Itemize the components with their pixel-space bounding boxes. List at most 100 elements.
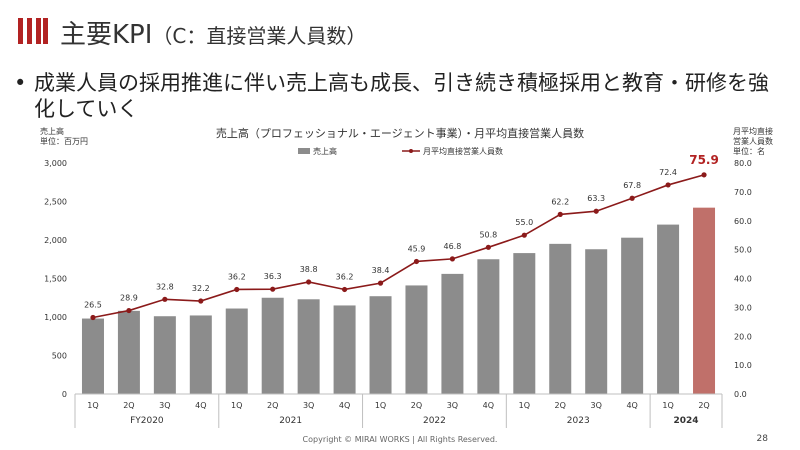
revenue-bar	[657, 224, 680, 394]
headcount-data-label: 75.9	[689, 153, 719, 167]
revenue-bar	[117, 310, 140, 394]
headcount-data-label: 45.9	[408, 244, 426, 253]
x-axis-category-label: 2Q	[698, 401, 709, 410]
headcount-point	[413, 258, 420, 265]
left-axis-tick-label: 1,000	[44, 313, 67, 322]
left-axis-tick-label: 2,500	[44, 198, 67, 207]
revenue-bar	[153, 316, 176, 394]
headcount-data-label: 50.8	[479, 230, 497, 239]
headcount-data-label: 55.0	[515, 218, 533, 227]
headcount-point	[162, 296, 168, 302]
headcount-data-label: 72.4	[659, 168, 677, 177]
left-axis-tick-label: 3,000	[44, 159, 67, 168]
company-logo-icon	[18, 18, 48, 44]
revenue-bar	[477, 259, 500, 394]
x-axis-category-label: 4Q	[626, 401, 637, 410]
bullet-dot-icon: •	[14, 71, 27, 95]
headcount-point	[234, 286, 240, 293]
headcount-point	[90, 314, 96, 321]
left-axis-caption-line: 単位：百万円	[40, 137, 88, 146]
headcount-point	[701, 172, 707, 178]
right-axis-tick-label: 60.0	[734, 217, 752, 226]
x-axis-category-label: 1Q	[375, 401, 386, 410]
page-title-main: 主要KPI	[60, 20, 153, 50]
right-axis-tick-label: 20.0	[734, 332, 752, 341]
headcount-point	[485, 244, 491, 250]
headcount-data-label: 28.9	[120, 294, 138, 303]
headcount-data-label: 62.2	[551, 197, 569, 206]
revenue-bar	[369, 296, 392, 394]
bullet-text: 成業人員の採用推進に伴い売上高も成長、引き続き積極採用と教育・研修を強化していく	[34, 71, 769, 121]
left-axis-caption: 売上高 単位：百万円	[40, 127, 88, 147]
revenue-bar	[297, 299, 320, 394]
x-axis-category-label: 1Q	[231, 401, 242, 410]
headcount-data-label: 36.2	[336, 272, 354, 281]
legend-line-marker	[409, 149, 413, 153]
right-axis-caption-line: 単位：名	[733, 147, 765, 156]
right-axis-tick-label: 40.0	[734, 275, 752, 284]
headcount-data-label: 46.8	[444, 242, 462, 251]
x-axis-category-label: 3Q	[590, 401, 601, 410]
revenue-bar	[549, 243, 572, 394]
x-axis-category-label: 4Q	[195, 401, 206, 410]
page-number: 28	[756, 434, 768, 444]
right-axis-tick-label: 70.0	[734, 188, 752, 197]
headcount-data-label: 67.8	[623, 181, 641, 190]
legend-line-label: 月平均直接営業人員数	[423, 146, 503, 156]
revenue-bar	[513, 253, 536, 394]
headcount-point	[521, 232, 527, 238]
x-axis-group-label: FY2020	[130, 416, 164, 426]
x-axis-category-label: 1Q	[519, 401, 530, 410]
x-axis-group-label: 2021	[279, 416, 302, 426]
headcount-point	[341, 286, 348, 293]
x-axis-category-label: 2Q	[555, 401, 566, 410]
revenue-bar	[81, 318, 104, 394]
chart-legend: 売上高 月平均直接営業人員数	[298, 146, 503, 156]
revenue-bar	[333, 305, 356, 394]
right-axis-tick-label: 80.0	[734, 159, 752, 168]
bullet-point: • 成業人員の採用推進に伴い売上高も成長、引き続き積極採用と教育・研修を強化して…	[14, 70, 784, 122]
x-axis-category-label: 3Q	[159, 401, 170, 410]
headcount-point	[557, 211, 563, 217]
headcount-point	[665, 182, 671, 188]
headcount-data-label: 26.5	[84, 300, 102, 309]
headcount-data-label: 32.8	[156, 282, 174, 291]
right-axis-tick-label: 30.0	[734, 303, 752, 312]
right-axis-tick-label: 10.0	[734, 361, 752, 370]
headcount-point	[270, 286, 276, 292]
headcount-data-label: 38.4	[372, 266, 390, 275]
right-axis-tick-label: 50.0	[734, 246, 752, 255]
headcount-data-label: 32.2	[192, 284, 210, 293]
x-axis-category-label: 2Q	[123, 401, 134, 410]
x-axis-category-label: 3Q	[447, 401, 458, 410]
headcount-point	[629, 195, 635, 201]
x-axis-group-label: 2022	[423, 416, 446, 426]
x-axis-category-label: 3Q	[303, 401, 314, 410]
right-axis-caption: 月平均直接 営業人員数 単位：名	[733, 127, 773, 157]
right-axis-caption-line: 月平均直接	[733, 127, 773, 136]
left-axis-tick-label: 500	[52, 352, 67, 361]
legend-bar-swatch	[298, 148, 310, 154]
headcount-data-label: 38.8	[300, 265, 318, 274]
headcount-point	[198, 298, 204, 304]
revenue-bar	[621, 237, 644, 394]
x-axis-category-label: 4Q	[483, 401, 494, 410]
headcount-data-label: 63.3	[587, 194, 605, 203]
x-axis-category-label: 1Q	[662, 401, 673, 410]
headcount-point	[377, 280, 384, 286]
headcount-point	[593, 208, 599, 214]
x-axis-category-label: 2Q	[267, 401, 278, 410]
revenue-bar	[261, 297, 284, 394]
headcount-data-label: 36.2	[228, 272, 246, 281]
headcount-line	[92, 174, 705, 319]
right-axis-tick-label: 0.0	[734, 390, 747, 399]
x-axis-category-label: 4Q	[339, 401, 350, 410]
page-title: 主要KPI（C：直接営業人員数）	[60, 14, 366, 51]
revenue-bar	[189, 315, 212, 394]
revenue-bar	[585, 249, 608, 394]
left-axis-tick-label: 0	[62, 390, 67, 399]
chart-title: 売上高（プロフェッショナル・エージェント事業）・月平均直接営業人員数	[216, 126, 584, 140]
revenue-bar	[405, 285, 428, 394]
left-axis-caption-line: 売上高	[40, 127, 64, 136]
revenue-bar	[441, 273, 464, 394]
